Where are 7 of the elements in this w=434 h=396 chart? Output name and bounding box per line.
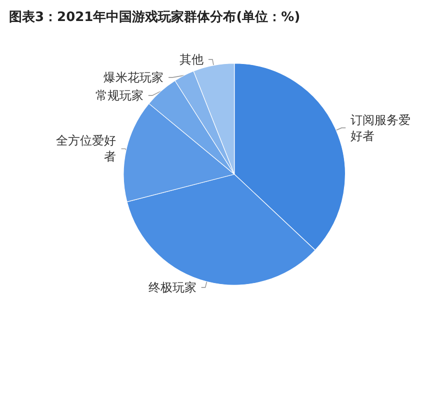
slice-label: 其他 — [179, 52, 204, 66]
slice-label: 终极玩家 — [148, 280, 196, 294]
slice-label: 常规玩家 — [95, 88, 144, 102]
slice-label: 全方位爱好者 — [56, 134, 116, 164]
chart-title: 图表3：2021年中国游戏玩家群体分布(单位：%) — [9, 9, 300, 25]
slice-label: 爆米花玩家 — [104, 70, 164, 84]
slice-label: 订阅服务爱好者 — [350, 112, 411, 143]
